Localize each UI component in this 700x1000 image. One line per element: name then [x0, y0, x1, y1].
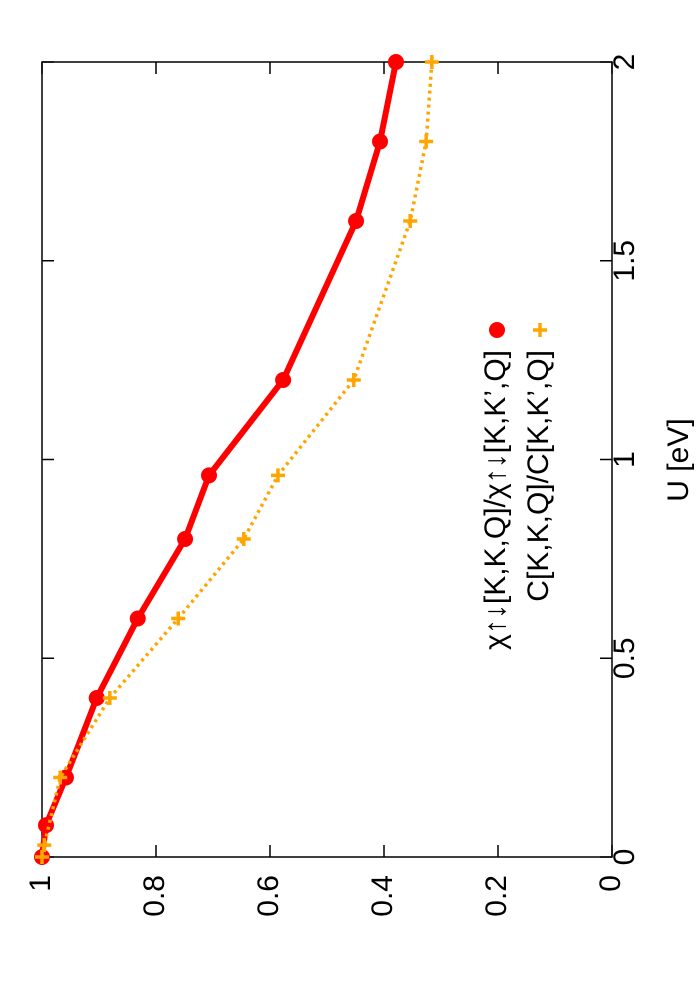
point — [37, 817, 54, 834]
legend-marker — [489, 322, 505, 338]
point — [37, 838, 52, 853]
point — [129, 610, 146, 627]
point — [348, 213, 365, 229]
y-tick-label: 0.4 — [366, 875, 399, 917]
point — [171, 611, 186, 626]
y-tick-label: 0.8 — [138, 875, 171, 917]
point — [275, 372, 292, 388]
x-axis-label: U [eV] — [662, 418, 695, 501]
legend-marker — [533, 323, 547, 337]
point — [177, 531, 194, 547]
y-tick-label: 0 — [594, 875, 627, 892]
y-tick-label: 1 — [24, 875, 57, 892]
x-tick-label: 0 — [608, 849, 641, 866]
point — [270, 468, 285, 483]
legend-label: C[K,K,Q]/C[K,K’,Q] — [522, 350, 555, 602]
y-tick-label: 0.6 — [252, 875, 285, 917]
point — [346, 373, 361, 387]
x-tick-label: 2 — [608, 54, 641, 71]
x-tick-label: 0.5 — [608, 637, 641, 679]
point — [102, 691, 117, 705]
x-tick-label: 1 — [608, 451, 641, 468]
point — [372, 133, 389, 150]
point — [424, 55, 439, 69]
point — [236, 532, 251, 546]
point — [35, 850, 49, 864]
point — [201, 467, 218, 484]
rotated-plot: U [eV] 0 0.5 1 1.5 2 0 0.2 0.4 0.6 0.8 1 χ↑↓[K,K,Q]… — [24, 54, 695, 917]
point — [419, 134, 434, 149]
legend-label: χ↑↓[K,K,Q]/χ↑↓[K,K’,Q] — [479, 350, 512, 650]
line — [39, 61, 399, 858]
x-tick-label: 1.5 — [608, 240, 641, 282]
point — [403, 214, 418, 228]
line — [40, 61, 434, 858]
point — [53, 770, 68, 785]
point — [88, 690, 105, 706]
y-tick-label: 0.2 — [480, 875, 513, 917]
point — [387, 54, 404, 70]
